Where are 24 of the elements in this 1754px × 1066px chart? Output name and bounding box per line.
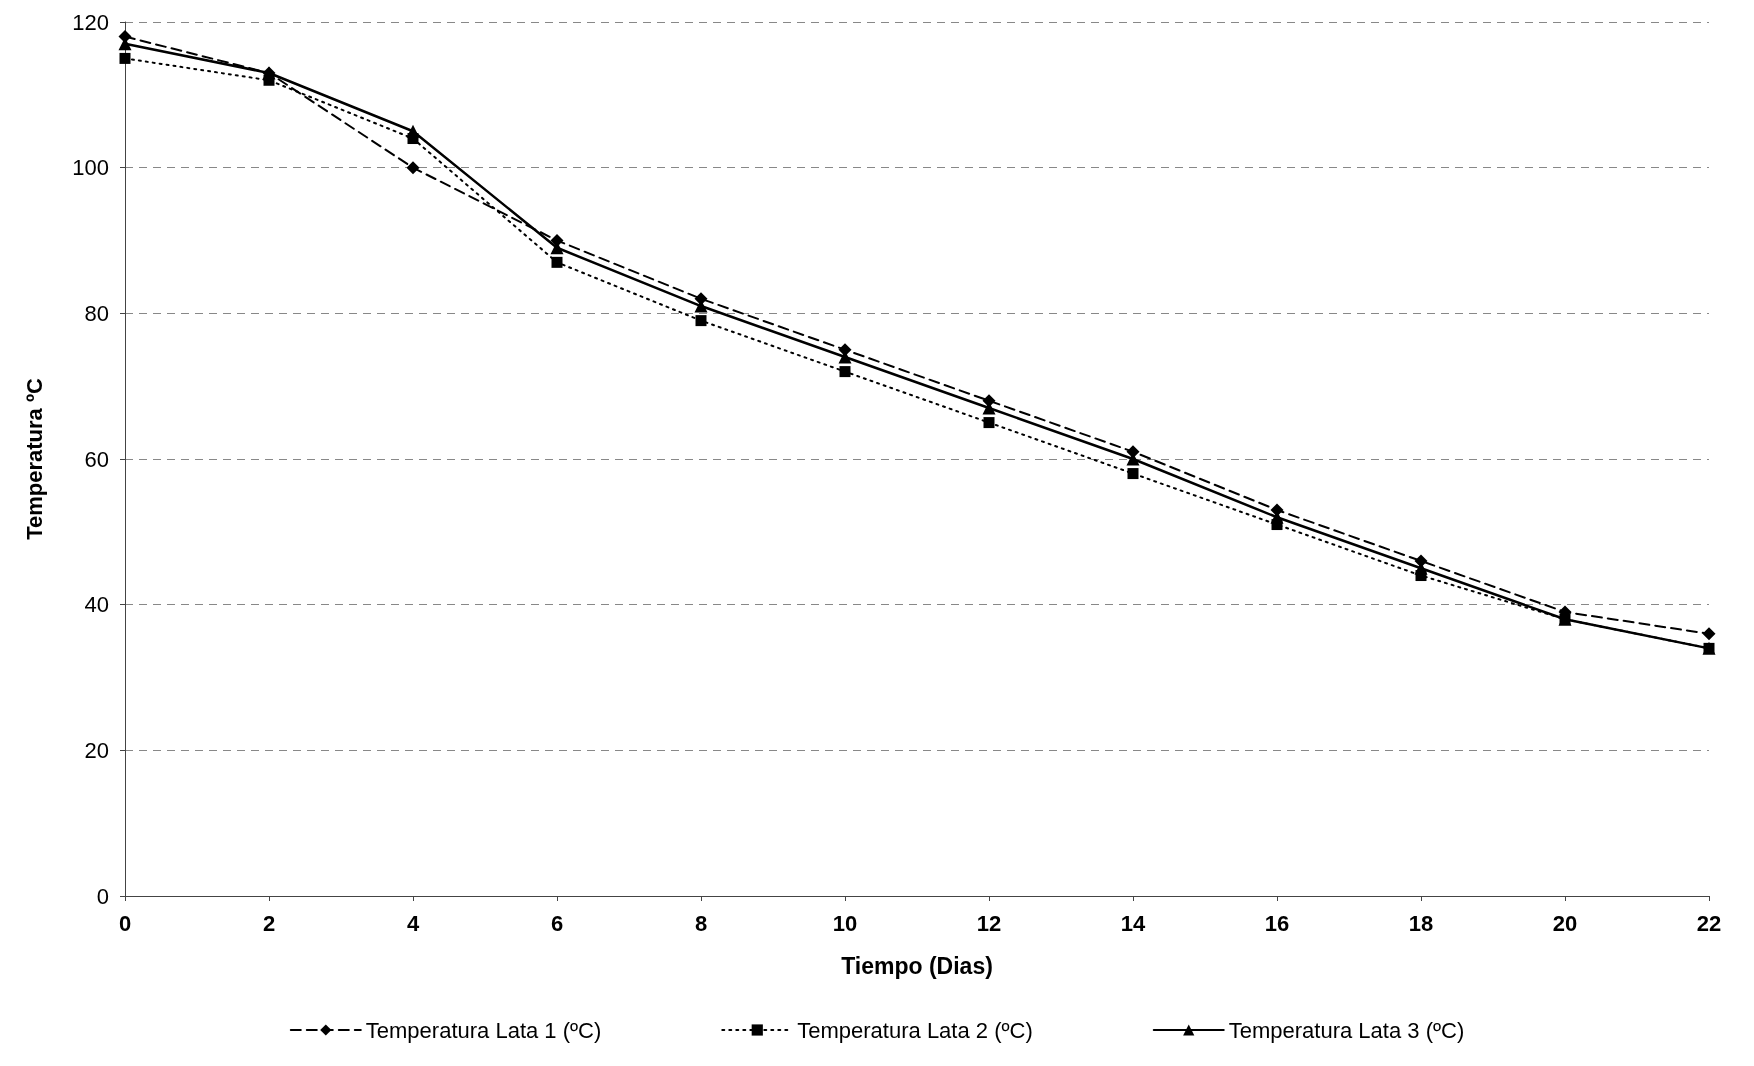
x-tick-label: 0 [118, 910, 132, 936]
y-tick-label: 120 [72, 9, 109, 35]
x-tick-label: 10 [832, 910, 858, 936]
x-axis-title: Tiempo (Dias) [841, 952, 993, 979]
y-tick-label: 40 [84, 592, 109, 618]
x-tick-label: 6 [550, 910, 564, 936]
x-tick-label: 16 [1264, 910, 1290, 936]
y-tick-label: 20 [84, 737, 109, 763]
y-tick-label: 80 [84, 300, 109, 326]
legend-label: Temperatura Lata 3 (ºC) [1228, 1017, 1465, 1043]
legend-label: Temperatura Lata 1 (ºC) [365, 1017, 602, 1043]
x-tick-label: 4 [406, 910, 420, 936]
x-tick-label: 22 [1696, 910, 1722, 936]
x-tick-label: 20 [1552, 910, 1578, 936]
y-tick-label: 0 [96, 883, 109, 909]
x-tick-label: 12 [976, 910, 1002, 936]
y-tick-label: 60 [84, 446, 109, 472]
x-tick-label: 8 [694, 910, 708, 936]
x-tick-label: 18 [1408, 910, 1434, 936]
legend-label: Temperatura Lata 2 (ºC) [797, 1017, 1033, 1043]
x-tick-label: 2 [262, 910, 276, 936]
y-tick-label: 100 [72, 155, 109, 181]
y-axis-title: Temperatura ºC [21, 378, 47, 540]
x-tick-label: 14 [1120, 910, 1146, 936]
